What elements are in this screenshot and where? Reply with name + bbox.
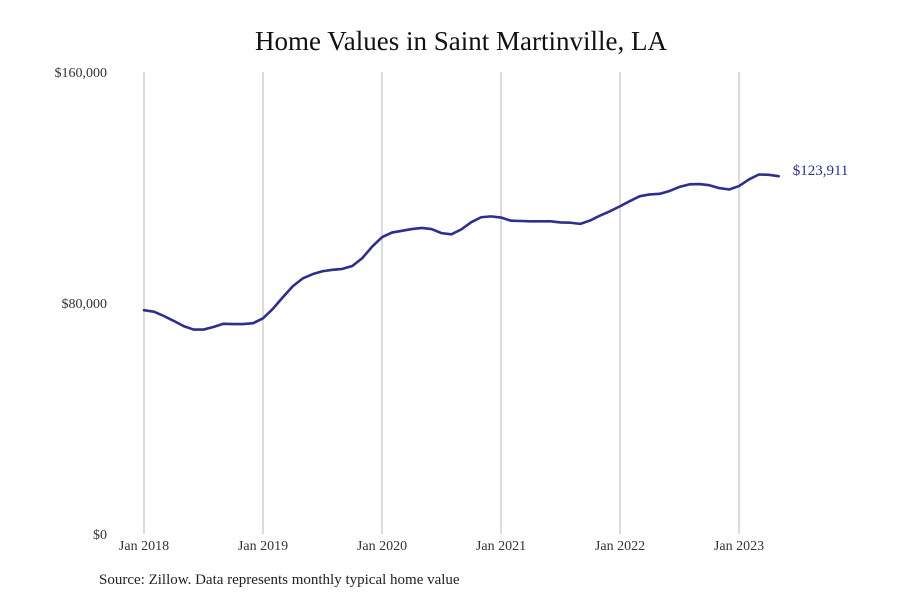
y-tick-label: $160,000	[55, 66, 108, 81]
y-axis: $0 $80,000 $160,000	[55, 66, 108, 543]
series-line-0	[142, 173, 780, 331]
end-value-label: $123,911	[793, 163, 849, 179]
x-tick-label: Jan 2019	[238, 539, 288, 554]
gridlines	[143, 72, 740, 534]
x-tick-label: Jan 2023	[714, 539, 764, 554]
x-axis: Jan 2018 Jan 2019 Jan 2020 Jan 2021 Jan 2022…	[119, 539, 764, 554]
x-tick-label: Jan 2021	[476, 539, 526, 554]
x-tick-label: Jan 2018	[119, 539, 169, 554]
x-tick-label: Jan 2020	[357, 539, 407, 554]
y-tick-label: $80,000	[62, 297, 108, 312]
source-note: Source: Zillow. Data represents monthly …	[99, 572, 460, 588]
chart-title: Home Values in Saint Martinville, LA	[255, 26, 667, 56]
series-layer: $123,911	[142, 163, 849, 331]
y-tick-label: $0	[93, 528, 107, 543]
x-tick-label: Jan 2022	[595, 539, 645, 554]
